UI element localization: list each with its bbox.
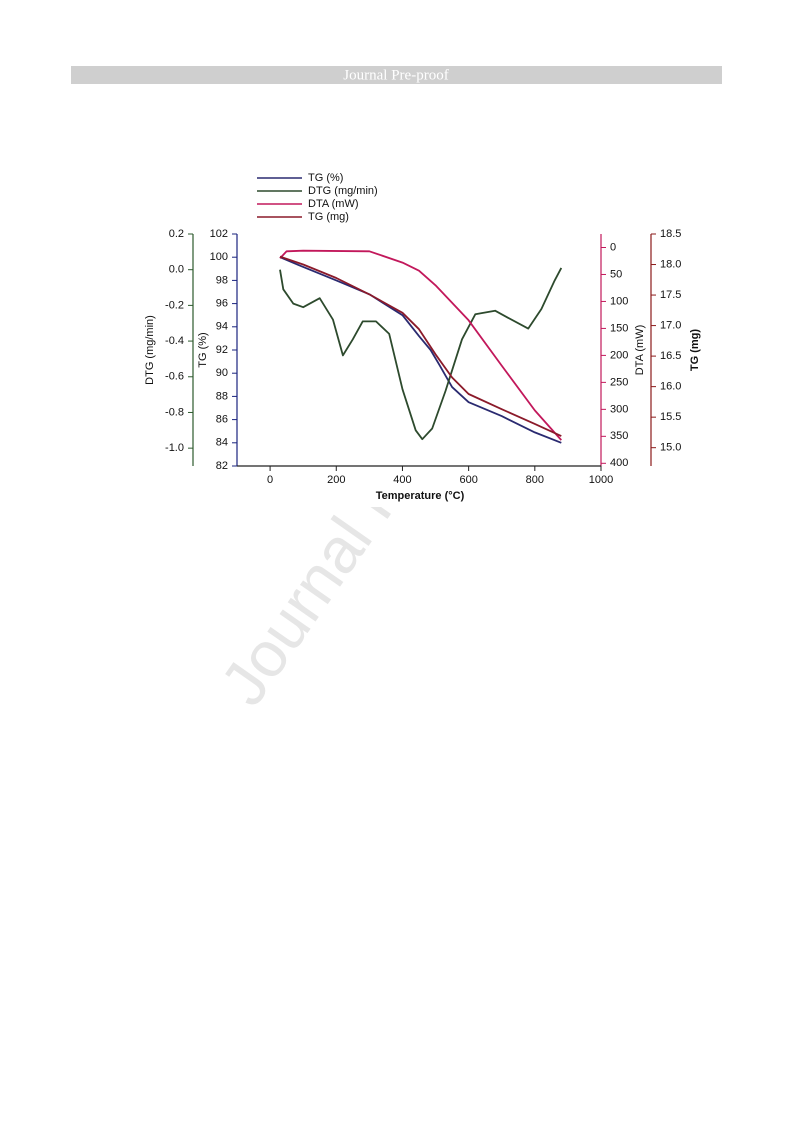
y-axis-title: DTG (mg/min) [144, 315, 156, 385]
data-line [279, 249, 562, 441]
y-tick-label: 82 [216, 460, 228, 472]
y-tick-label: 0.2 [169, 228, 184, 240]
y-tick-label: 200 [610, 349, 628, 361]
y-tick-label: 15.0 [660, 442, 681, 454]
x-tick-label: 1000 [589, 474, 613, 486]
header-bar [71, 66, 722, 84]
y-tick-label: 18.0 [660, 258, 681, 270]
y-tick-label: -0.4 [165, 335, 184, 347]
y-tick-label: 100 [210, 251, 228, 263]
y-tick-label: 350 [610, 430, 628, 442]
y-tick-label: 92 [216, 344, 228, 356]
y-tick-label: -0.2 [165, 299, 184, 311]
legend-label: TG (mg) [308, 211, 349, 223]
legend-label: DTA (mW) [308, 198, 359, 210]
x-tick-label: 800 [526, 474, 544, 486]
y-axis-title: TG (%) [197, 332, 209, 367]
y-tick-label: 17.0 [660, 319, 681, 331]
y-tick-label: -1.0 [165, 442, 184, 454]
x-tick-label: 200 [327, 474, 345, 486]
header-title: Journal Pre-proof [343, 67, 448, 83]
y-tick-label: 150 [610, 322, 628, 334]
y-tick-label: 400 [610, 457, 628, 469]
y-tick-label: 250 [610, 376, 628, 388]
data-line [279, 256, 562, 444]
y-tick-label: 100 [610, 295, 628, 307]
data-line [279, 267, 563, 441]
y-tick-label: 16.0 [660, 381, 681, 393]
y-tick-label: 102 [210, 228, 228, 240]
y-axis-title: DTA (mW) [634, 325, 646, 376]
y-tick-label: 18.5 [660, 228, 681, 240]
y-tick-label: 86 [216, 414, 228, 426]
data-line [279, 255, 562, 437]
y-tick-label: 17.5 [660, 289, 681, 301]
y-tick-label: 0.0 [169, 264, 184, 276]
y-axis-title: TG (mg) [689, 329, 701, 371]
x-tick-label: 600 [459, 474, 477, 486]
y-tick-label: 90 [216, 367, 228, 379]
legend-label: TG (%) [308, 172, 343, 184]
y-tick-label: 96 [216, 298, 228, 310]
y-tick-label: 50 [610, 268, 622, 280]
chart: 82 84 86 88 90 92 94 96 98 100 102 TG (%) -1.0 -0.8 -0… [144, 172, 701, 502]
y-tick-label: 15.5 [660, 411, 681, 423]
legend-label: DTG (mg/min) [308, 185, 378, 197]
y-tick-label: 0 [610, 241, 616, 253]
y-tick-label: 16.5 [660, 350, 681, 362]
figure-background [140, 162, 715, 507]
y-tick-label: 98 [216, 274, 228, 286]
x-axis-title: Temperature (°C) [376, 490, 465, 502]
y-tick-label: -0.6 [165, 371, 184, 383]
y-tick-label: -0.8 [165, 406, 184, 418]
y-tick-label: 84 [216, 437, 228, 449]
x-tick-label: 0 [267, 474, 273, 486]
y-tick-label: 88 [216, 390, 228, 402]
y-tick-label: 94 [216, 321, 228, 333]
x-tick-label: 400 [393, 474, 411, 486]
y-tick-label: 300 [610, 403, 628, 415]
